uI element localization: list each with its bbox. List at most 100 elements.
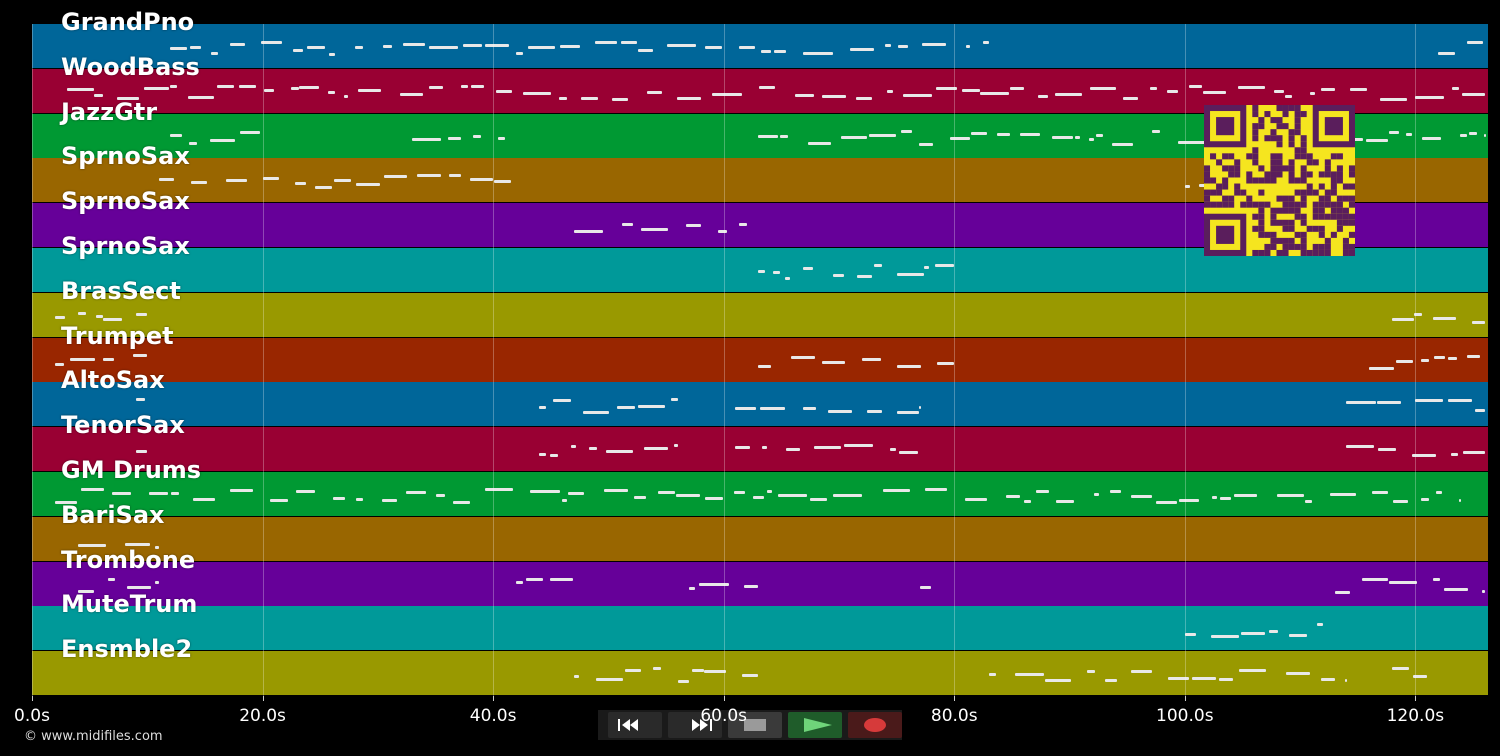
note-mark (1378, 448, 1396, 452)
note-mark (1349, 87, 1367, 91)
note-mark (1024, 500, 1032, 503)
note-mark (703, 670, 726, 674)
note-mark (595, 678, 624, 682)
note-mark (743, 584, 759, 588)
note-mark (192, 498, 216, 501)
record-button[interactable] (848, 712, 902, 738)
axis-tick (262, 696, 264, 701)
note-mark (559, 96, 568, 100)
note-mark (1443, 587, 1468, 591)
track-lane[interactable] (32, 472, 1488, 517)
note-mark (622, 223, 633, 227)
copyright-text: © www.midifiles.com (24, 729, 163, 744)
note-mark (857, 275, 872, 278)
note-mark (216, 84, 234, 88)
note-mark (832, 494, 863, 497)
note-mark (136, 312, 148, 316)
note-mark (1177, 140, 1208, 144)
note-mark (1415, 399, 1444, 403)
note-mark (516, 580, 523, 584)
note-mark (784, 277, 790, 280)
note-mark (333, 179, 351, 183)
note-mark (810, 498, 827, 501)
note-mark (1051, 135, 1074, 139)
note-mark (549, 454, 558, 458)
track-lane[interactable] (32, 24, 1488, 69)
note-mark (1388, 130, 1400, 134)
track-lane[interactable] (32, 337, 1488, 383)
stop-button[interactable] (728, 712, 782, 738)
note-mark (1233, 494, 1257, 497)
note-mark (813, 446, 841, 450)
note-mark (802, 407, 817, 411)
note-mark (498, 136, 505, 140)
note-mark (850, 48, 874, 51)
transport-bar (598, 710, 902, 740)
note-mark (686, 224, 702, 228)
note-mark (290, 86, 299, 90)
note-mark (135, 398, 145, 402)
track-lane[interactable] (32, 606, 1488, 652)
time-label: 20.0s (239, 706, 286, 726)
note-mark (1369, 366, 1394, 370)
note-mark (1436, 491, 1442, 494)
note-mark (171, 492, 180, 495)
note-mark (1334, 590, 1351, 594)
track-lane[interactable] (32, 382, 1488, 428)
note-mark (315, 186, 332, 190)
note-mark (1220, 497, 1232, 500)
note-mark (897, 364, 921, 368)
note-mark (1237, 85, 1266, 89)
note-mark (1310, 91, 1316, 95)
track-lane[interactable] (32, 516, 1488, 562)
note-mark (580, 96, 599, 100)
note-mark (704, 46, 722, 49)
note-mark (739, 46, 756, 49)
note-mark (901, 129, 912, 133)
note-mark (1460, 133, 1467, 137)
note-mark (1466, 41, 1484, 44)
note-mark (935, 264, 955, 267)
track-lane[interactable] (32, 561, 1488, 607)
track-name: SprnoSax (61, 232, 190, 260)
note-mark (1218, 678, 1234, 682)
note-mark (1432, 577, 1441, 581)
note-mark (327, 90, 335, 94)
note-mark (670, 398, 678, 402)
note-mark (1131, 670, 1153, 674)
note-mark (1094, 493, 1099, 496)
note-mark (148, 492, 168, 495)
note-mark (1438, 52, 1455, 55)
note-mark (612, 97, 629, 101)
qr-code-icon[interactable] (1204, 105, 1355, 256)
track-lane[interactable] (32, 651, 1488, 697)
note-mark (919, 406, 922, 410)
note-mark (1414, 312, 1423, 316)
note-mark (637, 405, 666, 409)
note-mark (143, 86, 170, 90)
note-mark (676, 96, 702, 100)
note-mark (1288, 634, 1308, 638)
track-name: JazzGtr (61, 97, 158, 126)
note-mark (211, 52, 218, 55)
time-label: 120.0s (1386, 706, 1445, 726)
record-icon (864, 718, 886, 732)
note-mark (675, 494, 700, 497)
note-mark (70, 357, 96, 361)
track-lane[interactable] (32, 292, 1488, 338)
note-mark (95, 314, 103, 318)
note-mark (758, 134, 779, 138)
note-mark (1321, 87, 1335, 91)
note-mark (573, 230, 603, 234)
note-mark (103, 357, 115, 361)
play-button[interactable] (788, 712, 842, 738)
note-mark (712, 92, 743, 96)
note-mark (657, 491, 675, 494)
fast-forward-button[interactable] (668, 712, 722, 738)
note-mark (689, 586, 695, 590)
rewind-button[interactable] (608, 712, 662, 738)
note-mark (1346, 401, 1376, 405)
note-mark (111, 492, 131, 495)
note-mark (653, 667, 661, 671)
track-lane[interactable] (32, 427, 1488, 473)
